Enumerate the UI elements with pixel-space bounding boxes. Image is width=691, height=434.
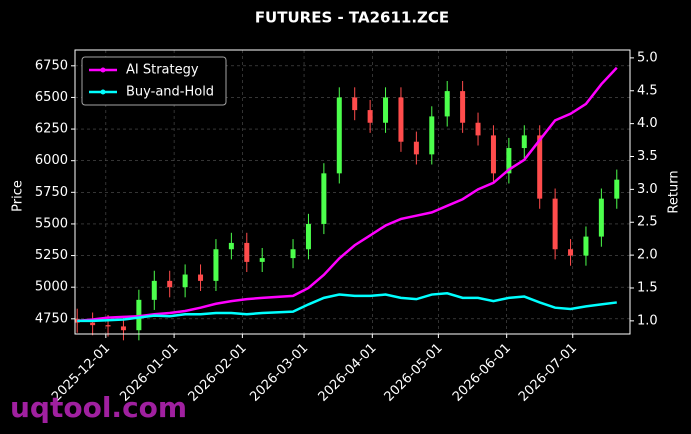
candle-body (475, 122, 481, 136)
candle-body (167, 280, 173, 288)
line (77, 66, 618, 323)
y-tick-label: 6750 (35, 58, 68, 73)
candle-body (198, 274, 204, 281)
candle-body (537, 135, 543, 199)
candle-body (583, 236, 589, 256)
candle-body (120, 326, 126, 331)
candle-body (151, 280, 157, 300)
y2-tick-label: 1.5 (637, 280, 658, 295)
candle-body (367, 110, 373, 123)
y-tick-label: 5250 (35, 248, 68, 263)
y-axis-label: Price (11, 180, 26, 212)
legend-box (81, 56, 227, 106)
candle-body (490, 135, 496, 174)
plot-frame (74, 49, 631, 335)
candle-body (259, 258, 265, 262)
y2-tick-label: 4.0 (637, 116, 658, 131)
y2-tick-label: 3.0 (637, 182, 658, 197)
candle-body (460, 91, 466, 123)
candle-body (105, 325, 111, 327)
candle-body (305, 223, 311, 250)
candle-body (244, 242, 250, 262)
candle-body (568, 249, 574, 256)
y2-tick-label: 2.0 (637, 248, 658, 263)
candle-body (228, 242, 234, 250)
y-tick-label: 4750 (35, 311, 68, 326)
line (77, 291, 617, 323)
y-tick-label: 5750 (35, 185, 68, 200)
y2-axis-label: Return (667, 170, 682, 213)
y-tick-label: 6000 (35, 153, 68, 168)
y-tick-label: 5500 (35, 216, 68, 231)
y2-tick-label: 1.0 (637, 313, 658, 328)
legend-label: AI Strategy (126, 63, 199, 78)
candle-body (182, 274, 188, 288)
legend-marker (100, 89, 106, 95)
candle-body (213, 249, 219, 281)
candle-body (398, 97, 404, 142)
watermark: uqtool.com (10, 391, 187, 424)
legend-marker (100, 67, 106, 73)
candle-body (413, 141, 419, 155)
candle-body (290, 249, 296, 259)
candle-body (383, 97, 389, 123)
candle-body (429, 116, 435, 155)
y-tick-label: 6500 (35, 90, 68, 105)
candle-body (552, 198, 558, 250)
candle-body (321, 173, 327, 224)
legend-label: Buy-and-Hold (126, 85, 214, 100)
y-tick-label: 5000 (35, 280, 68, 295)
y2-tick-label: 5.0 (637, 50, 658, 65)
legend: AI Strategy Buy-and-Hold (81, 56, 227, 106)
candle-body (444, 91, 450, 117)
candle-body (336, 97, 342, 174)
y-tick-label: 6250 (35, 122, 68, 137)
candle-body (90, 322, 96, 326)
candle-body (521, 135, 527, 149)
y2-tick-label: 2.5 (637, 215, 658, 230)
chart-title: FUTURES - TA2611.ZCE (255, 9, 449, 27)
candle-body (598, 198, 604, 237)
y2-tick-label: 3.5 (637, 149, 658, 164)
candle-body (352, 97, 358, 111)
candle-body (614, 179, 620, 199)
candle-body (506, 148, 512, 174)
y2-tick-label: 4.5 (637, 83, 658, 98)
